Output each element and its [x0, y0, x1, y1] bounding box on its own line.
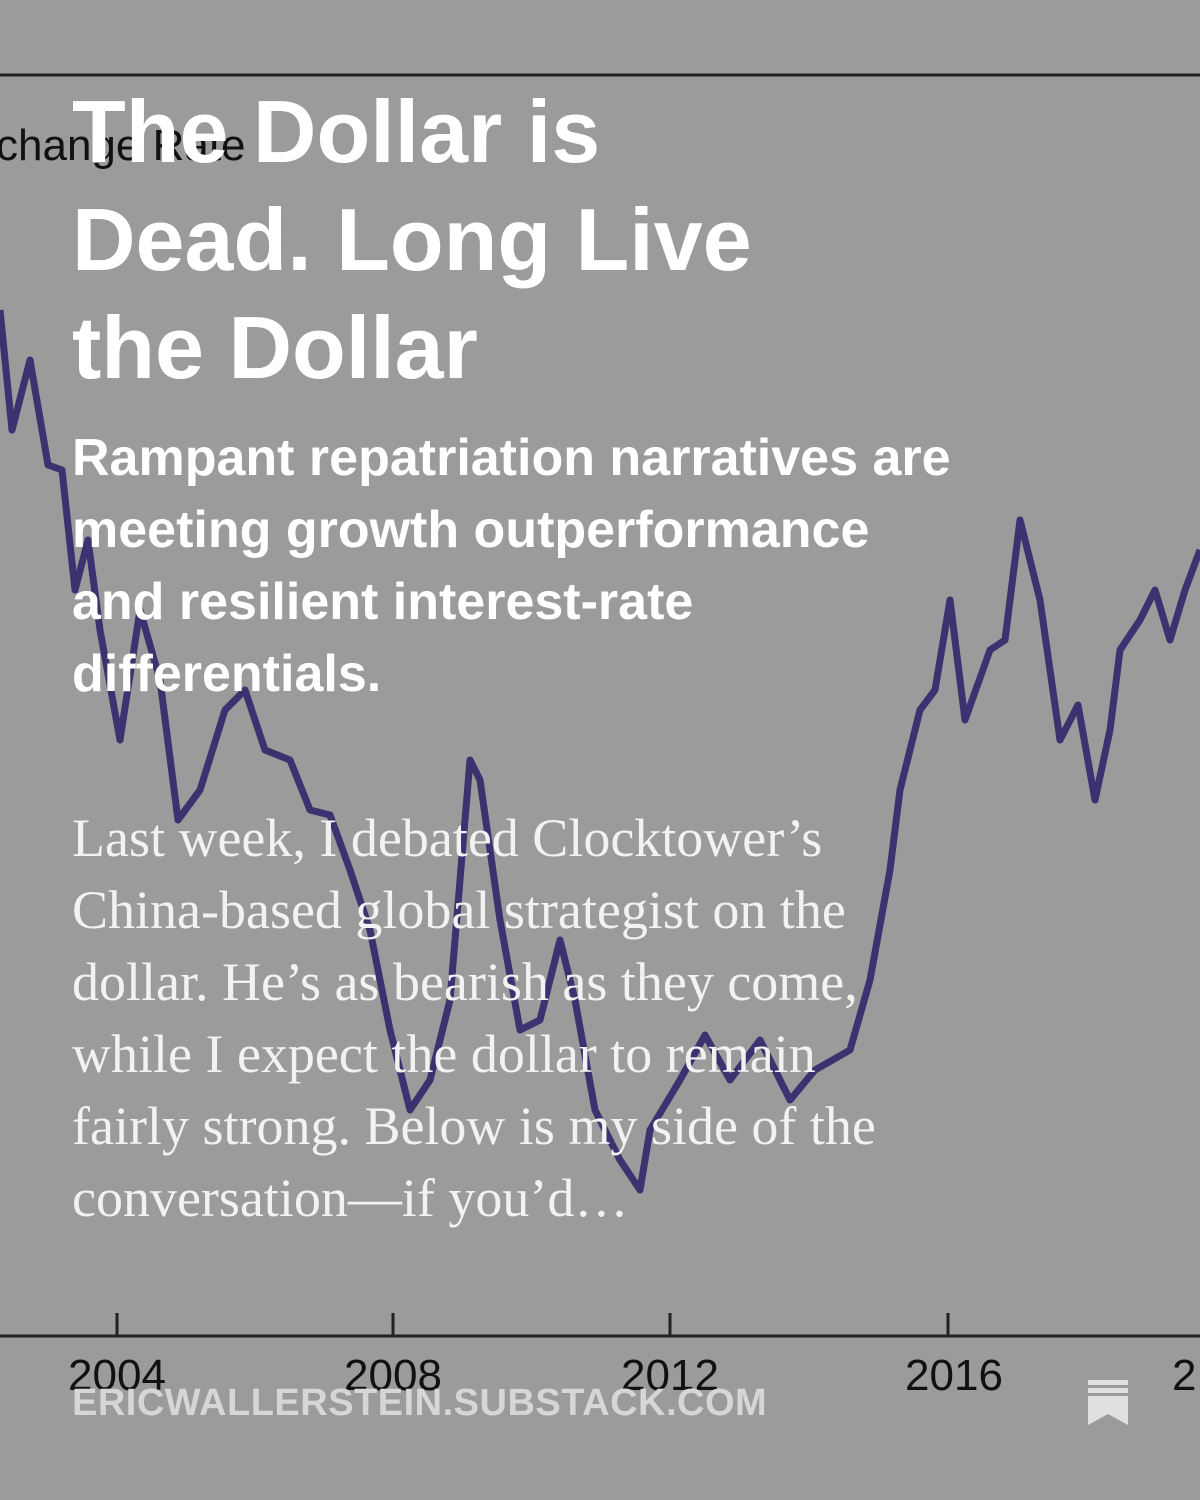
axis-label: change Rate — [0, 121, 246, 170]
x-tick-label: 2016 — [905, 1351, 1003, 1400]
chart-line — [0, 309, 1200, 1194]
bookmark-button[interactable] — [1086, 1378, 1130, 1426]
x-tick-label: 2 — [1172, 1351, 1196, 1400]
x-tick-label: 2004 — [68, 1351, 166, 1400]
post-excerpt: Last week, I debated Clocktower’s China-… — [72, 808, 876, 1228]
x-tick-label: 2008 — [344, 1351, 442, 1400]
post-subtitle: Rampant repatriation narratives are meet… — [72, 429, 951, 703]
post-title[interactable]: The Dollar is Dead. Long Live the Dollar — [72, 82, 752, 397]
tick-marks — [115, 1313, 950, 1336]
x-tick-label: 2012 — [621, 1351, 719, 1400]
publication-domain[interactable]: ERICWALLERSTEIN.SUBSTACK.COM — [72, 1382, 768, 1424]
